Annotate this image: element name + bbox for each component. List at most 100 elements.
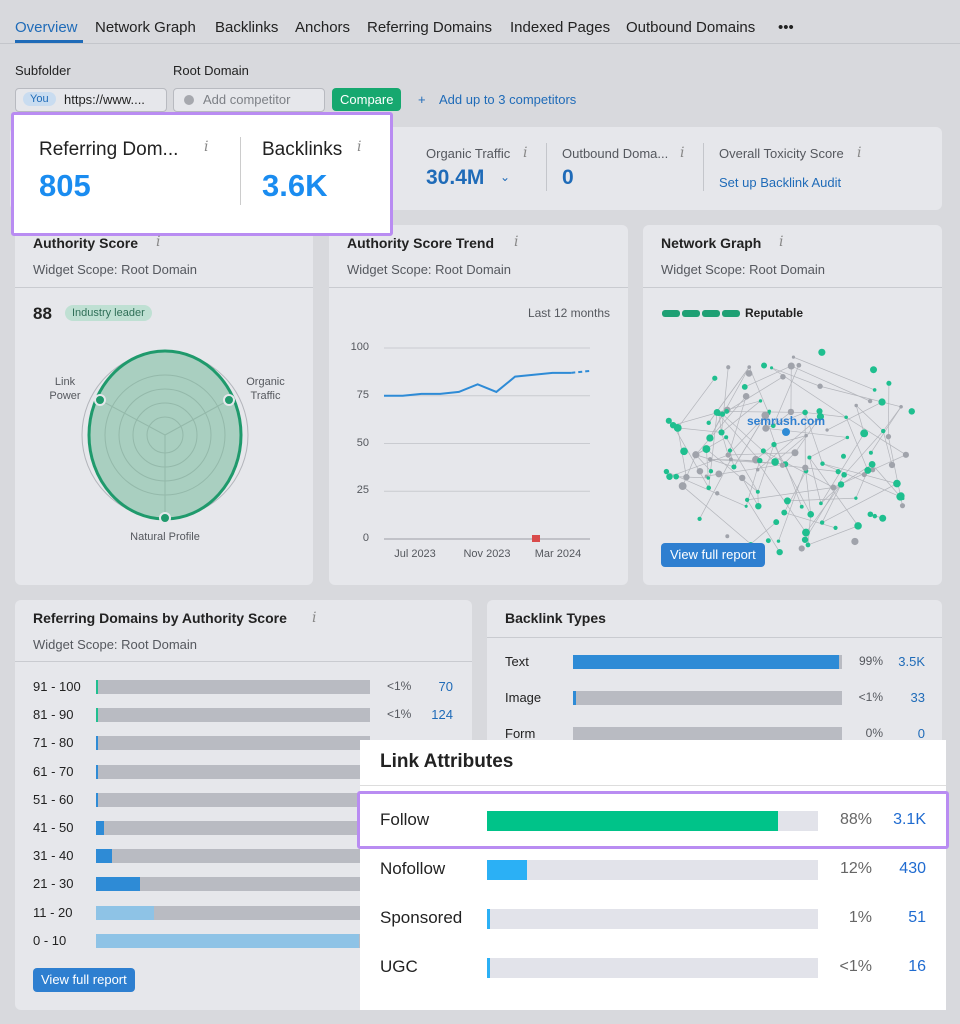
network-node bbox=[731, 464, 737, 470]
root-domain-select[interactable]: Root Domain bbox=[173, 63, 249, 78]
metric-value: 805 bbox=[39, 168, 91, 203]
competitor-placeholder: Add competitor bbox=[203, 92, 291, 107]
share-label: 12% bbox=[839, 860, 872, 877]
network-node bbox=[773, 519, 780, 526]
you-badge: You bbox=[23, 92, 56, 106]
network-node bbox=[719, 411, 726, 417]
competitor-input[interactable] bbox=[173, 88, 325, 112]
authority-score: 88 bbox=[33, 304, 52, 323]
network-node bbox=[833, 525, 838, 531]
bar bbox=[96, 680, 98, 694]
network-edge bbox=[821, 483, 898, 523]
network-node bbox=[745, 497, 750, 502]
radar-axis-label: Organic Traffic bbox=[246, 376, 285, 402]
bar bbox=[573, 691, 576, 705]
network-node bbox=[796, 362, 802, 368]
tab[interactable]: Network Graph bbox=[95, 19, 196, 36]
widget-title: Referring Domains by Authority Score bbox=[33, 610, 287, 626]
network-edge bbox=[794, 416, 821, 453]
network-edge bbox=[809, 457, 822, 504]
network-node bbox=[745, 370, 753, 377]
bar-track bbox=[96, 736, 370, 751]
highlight-box bbox=[11, 112, 393, 236]
bar bbox=[96, 708, 98, 723]
tab[interactable]: Indexed Pages bbox=[510, 19, 611, 36]
add-competitors-link[interactable]: Add up to 3 competitors bbox=[439, 92, 577, 107]
network-node bbox=[819, 501, 823, 506]
panel-divider bbox=[360, 785, 946, 786]
metric-value: 3.6K bbox=[262, 168, 328, 203]
network-edge bbox=[747, 487, 834, 501]
compare-button[interactable]: Compare bbox=[332, 88, 402, 111]
network-edge bbox=[721, 400, 761, 433]
tab[interactable]: Overview bbox=[15, 19, 78, 36]
network-node bbox=[776, 548, 783, 556]
network-node bbox=[817, 383, 823, 389]
network-domain: semrush.com bbox=[747, 414, 826, 428]
tab[interactable]: Anchors bbox=[295, 19, 351, 36]
network-node bbox=[761, 362, 768, 369]
reputation-segment bbox=[682, 310, 700, 317]
network-node bbox=[708, 469, 714, 474]
network-edge bbox=[728, 452, 796, 456]
type-label: Text bbox=[505, 654, 529, 669]
network-edge bbox=[676, 476, 709, 479]
tab[interactable]: Backlinks bbox=[215, 19, 279, 36]
metric-label: Overall Toxicity Score bbox=[719, 146, 844, 161]
radar-axis-label: Link Power bbox=[49, 376, 81, 402]
metric-value: 30.4M bbox=[426, 166, 485, 189]
network-node bbox=[845, 435, 850, 440]
count-label: 430 bbox=[899, 860, 926, 877]
network-edge bbox=[855, 405, 884, 432]
network-node bbox=[715, 470, 723, 478]
y-tick-label: 50 bbox=[356, 436, 369, 449]
view-report-button[interactable]: View full report bbox=[33, 968, 135, 992]
widget-scope: Widget Scope: Root Domain bbox=[33, 262, 198, 277]
network-node bbox=[770, 423, 776, 429]
metric-label: Backlinks bbox=[262, 139, 343, 160]
network-edge bbox=[821, 484, 842, 523]
range-label: 41 - 50 bbox=[33, 820, 74, 835]
network-edge bbox=[843, 430, 884, 476]
network-edge bbox=[726, 376, 784, 412]
widget-divider bbox=[487, 637, 942, 638]
network-node bbox=[893, 479, 901, 488]
bar-track bbox=[487, 909, 818, 929]
tab[interactable]: Outbound Domains bbox=[626, 19, 756, 36]
tab[interactable]: ••• bbox=[778, 19, 794, 36]
bar-track bbox=[96, 764, 370, 779]
view-report-button[interactable]: View full report bbox=[661, 543, 765, 567]
network-edge bbox=[695, 436, 727, 456]
share-label: 88% bbox=[839, 811, 872, 828]
share-label: <1% bbox=[387, 679, 412, 693]
network-node bbox=[762, 424, 770, 432]
event-flag bbox=[532, 535, 540, 542]
network-node bbox=[804, 433, 808, 438]
network-node bbox=[870, 366, 878, 374]
network-edge bbox=[682, 485, 751, 545]
share-label: 99% bbox=[858, 654, 883, 668]
tab[interactable]: Referring Domains bbox=[367, 19, 493, 36]
widget-divider bbox=[15, 287, 313, 288]
network-edge bbox=[805, 412, 847, 418]
metric-value[interactable]: Set up Backlink Audit bbox=[719, 175, 842, 190]
metric-label: Organic Traffic bbox=[426, 146, 511, 161]
metric-divider bbox=[703, 143, 704, 191]
x-tick-label: Jul 2023 bbox=[394, 548, 436, 560]
subfolder-select[interactable]: Subfolder bbox=[15, 63, 71, 78]
network-node bbox=[818, 348, 826, 356]
network-edge bbox=[819, 385, 902, 408]
network-node bbox=[757, 457, 763, 464]
network-node bbox=[725, 452, 731, 458]
network-node bbox=[802, 409, 808, 416]
network-edge bbox=[744, 365, 792, 388]
network-node bbox=[816, 413, 824, 421]
bar-track bbox=[96, 792, 370, 807]
add-competitors[interactable]: + bbox=[418, 92, 426, 107]
network-node bbox=[726, 365, 731, 370]
network-node bbox=[741, 383, 748, 390]
network-edge bbox=[709, 366, 750, 439]
range-label: 11 - 20 bbox=[33, 904, 73, 920]
network-node bbox=[844, 415, 848, 420]
